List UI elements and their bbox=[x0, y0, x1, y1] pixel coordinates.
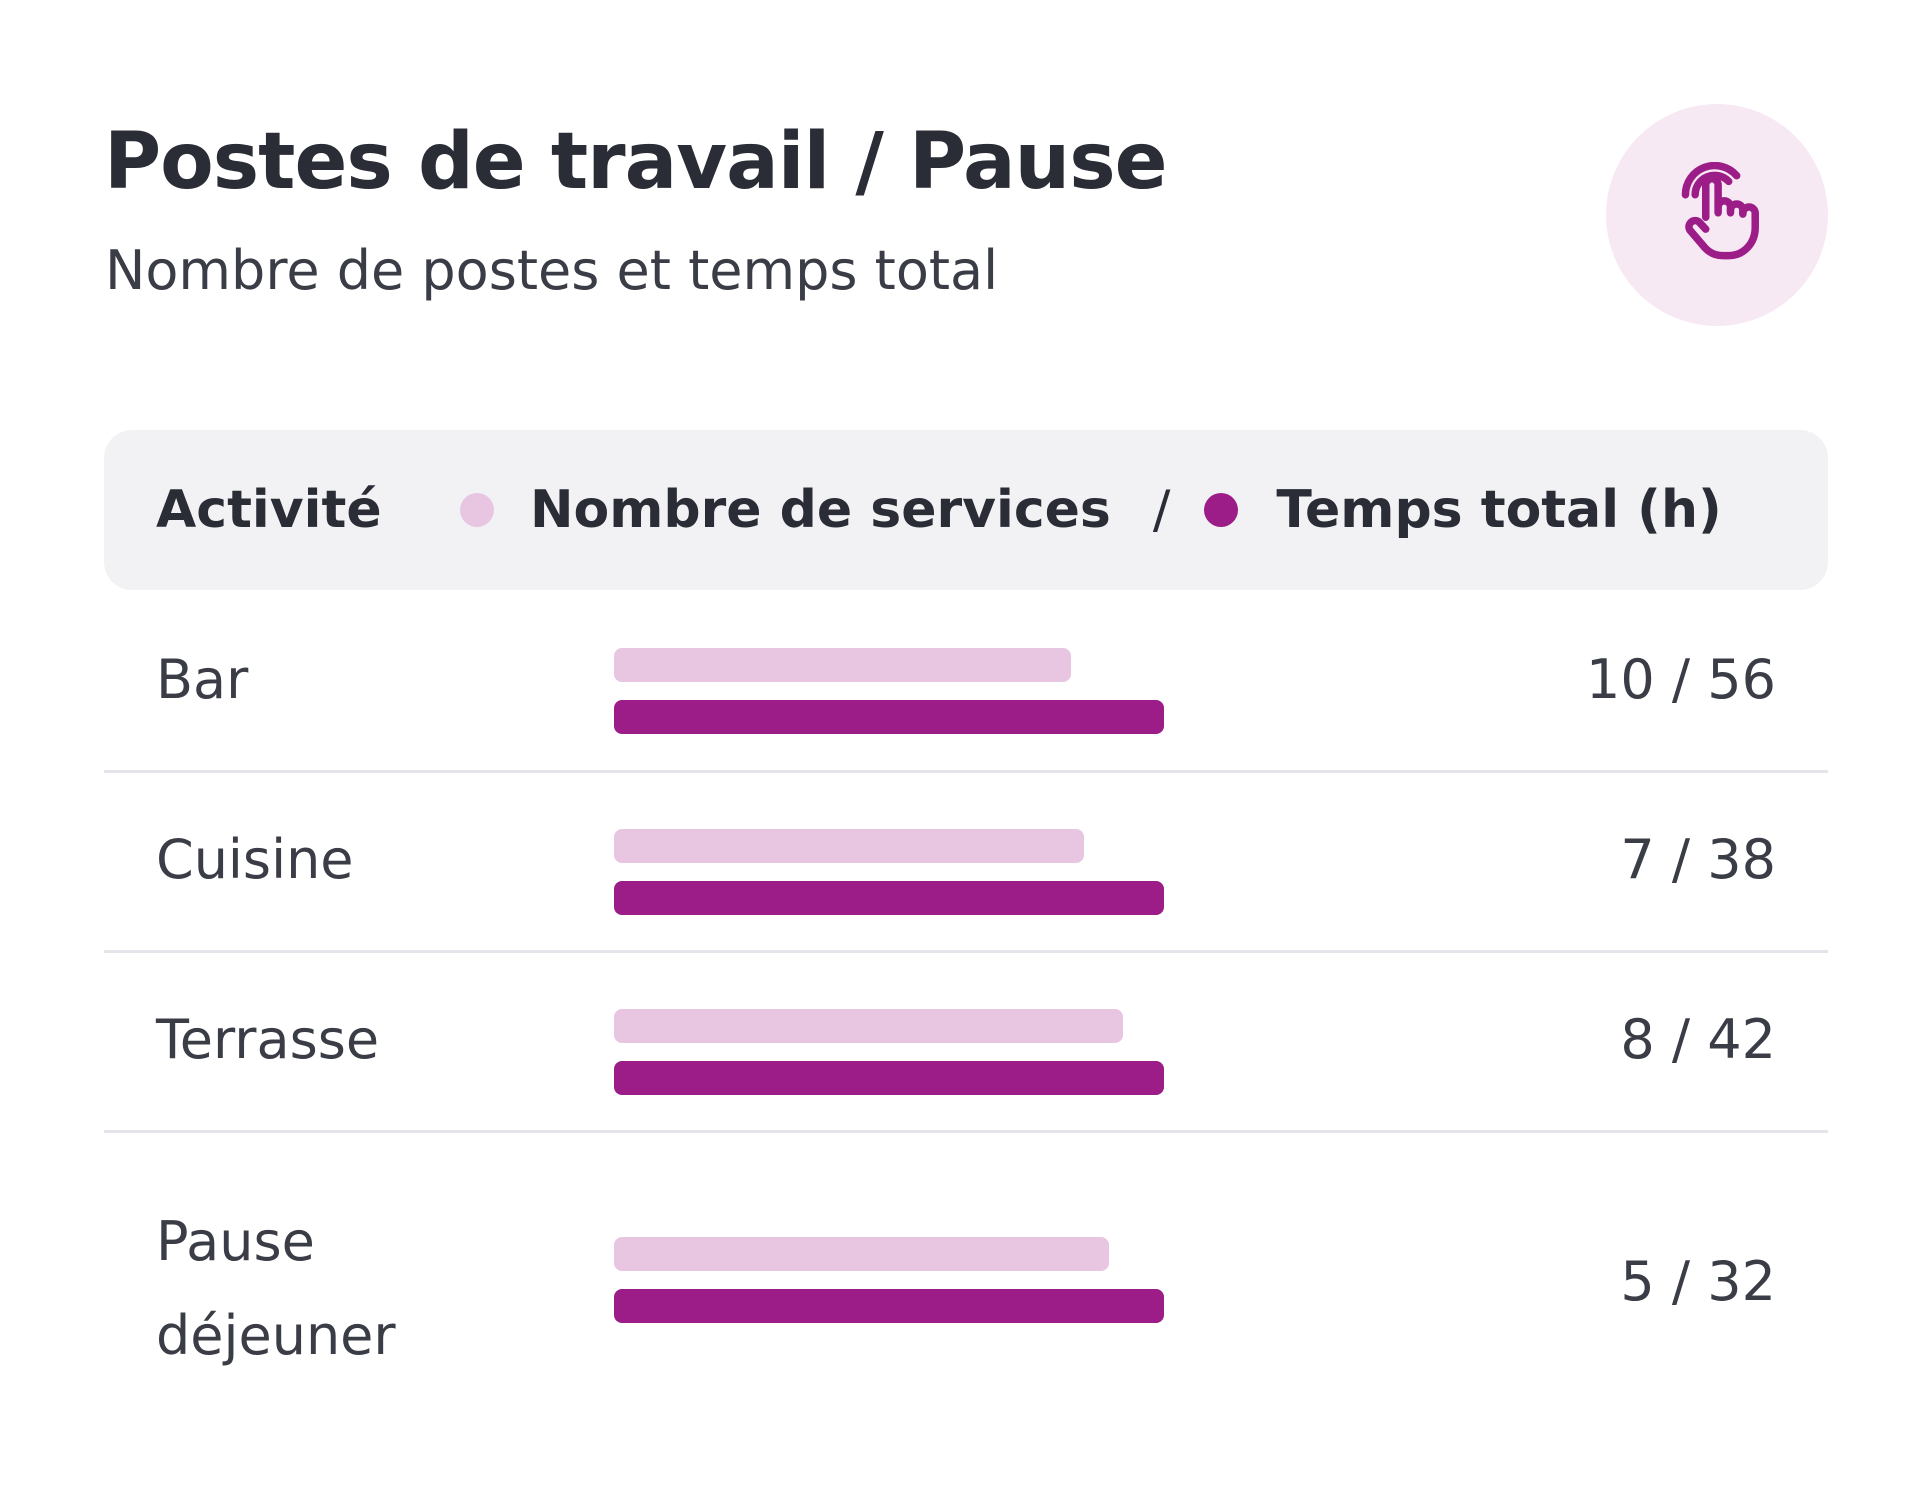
row-value: 10 / 56 bbox=[1586, 648, 1776, 711]
row-value: 7 / 38 bbox=[1620, 828, 1776, 891]
time-bar bbox=[614, 881, 1164, 915]
time-legend-dot bbox=[1204, 493, 1239, 527]
column-activity: Activité bbox=[156, 480, 382, 540]
table-row: Bar 10 / 56 bbox=[104, 590, 1828, 773]
card-subtitle: Nombre de postes et temps total bbox=[105, 239, 999, 302]
tap-hand-icon bbox=[1681, 162, 1759, 260]
legend-services: Nombre de services bbox=[530, 480, 1111, 540]
card-title: Postes de travail / Pause bbox=[104, 117, 1168, 207]
chart-legend: Nombre de services / Temps total (h) bbox=[460, 475, 1722, 545]
row-bars bbox=[614, 1237, 1174, 1327]
table-row: Cuisine 7 / 38 bbox=[104, 773, 1828, 953]
time-bar bbox=[614, 1061, 1164, 1095]
row-bars bbox=[614, 648, 1174, 738]
services-bar bbox=[614, 1237, 1109, 1271]
tap-action-button[interactable] bbox=[1606, 104, 1828, 326]
table-header: Activité Nombre de services / Temps tota… bbox=[104, 430, 1828, 590]
row-bars bbox=[614, 1009, 1174, 1099]
row-label: Bar bbox=[156, 648, 249, 711]
row-label: Pause déjeuner bbox=[156, 1210, 396, 1367]
table-row: Terrasse 8 / 42 bbox=[104, 953, 1828, 1133]
table-row: Pause déjeuner 5 / 32 bbox=[104, 1133, 1828, 1393]
time-bar bbox=[614, 700, 1164, 734]
row-value: 5 / 32 bbox=[1620, 1250, 1776, 1313]
legend-time: Temps total (h) bbox=[1276, 480, 1722, 540]
row-label: Cuisine bbox=[156, 828, 354, 891]
services-bar bbox=[614, 1009, 1123, 1043]
row-label: Terrasse bbox=[156, 1008, 380, 1071]
services-bar bbox=[614, 648, 1071, 682]
row-bars bbox=[614, 829, 1174, 919]
services-legend-dot bbox=[460, 493, 494, 527]
services-bar bbox=[614, 829, 1084, 863]
time-bar bbox=[614, 1289, 1164, 1323]
legend-separator: / bbox=[1152, 480, 1171, 540]
row-value: 8 / 42 bbox=[1620, 1008, 1776, 1071]
